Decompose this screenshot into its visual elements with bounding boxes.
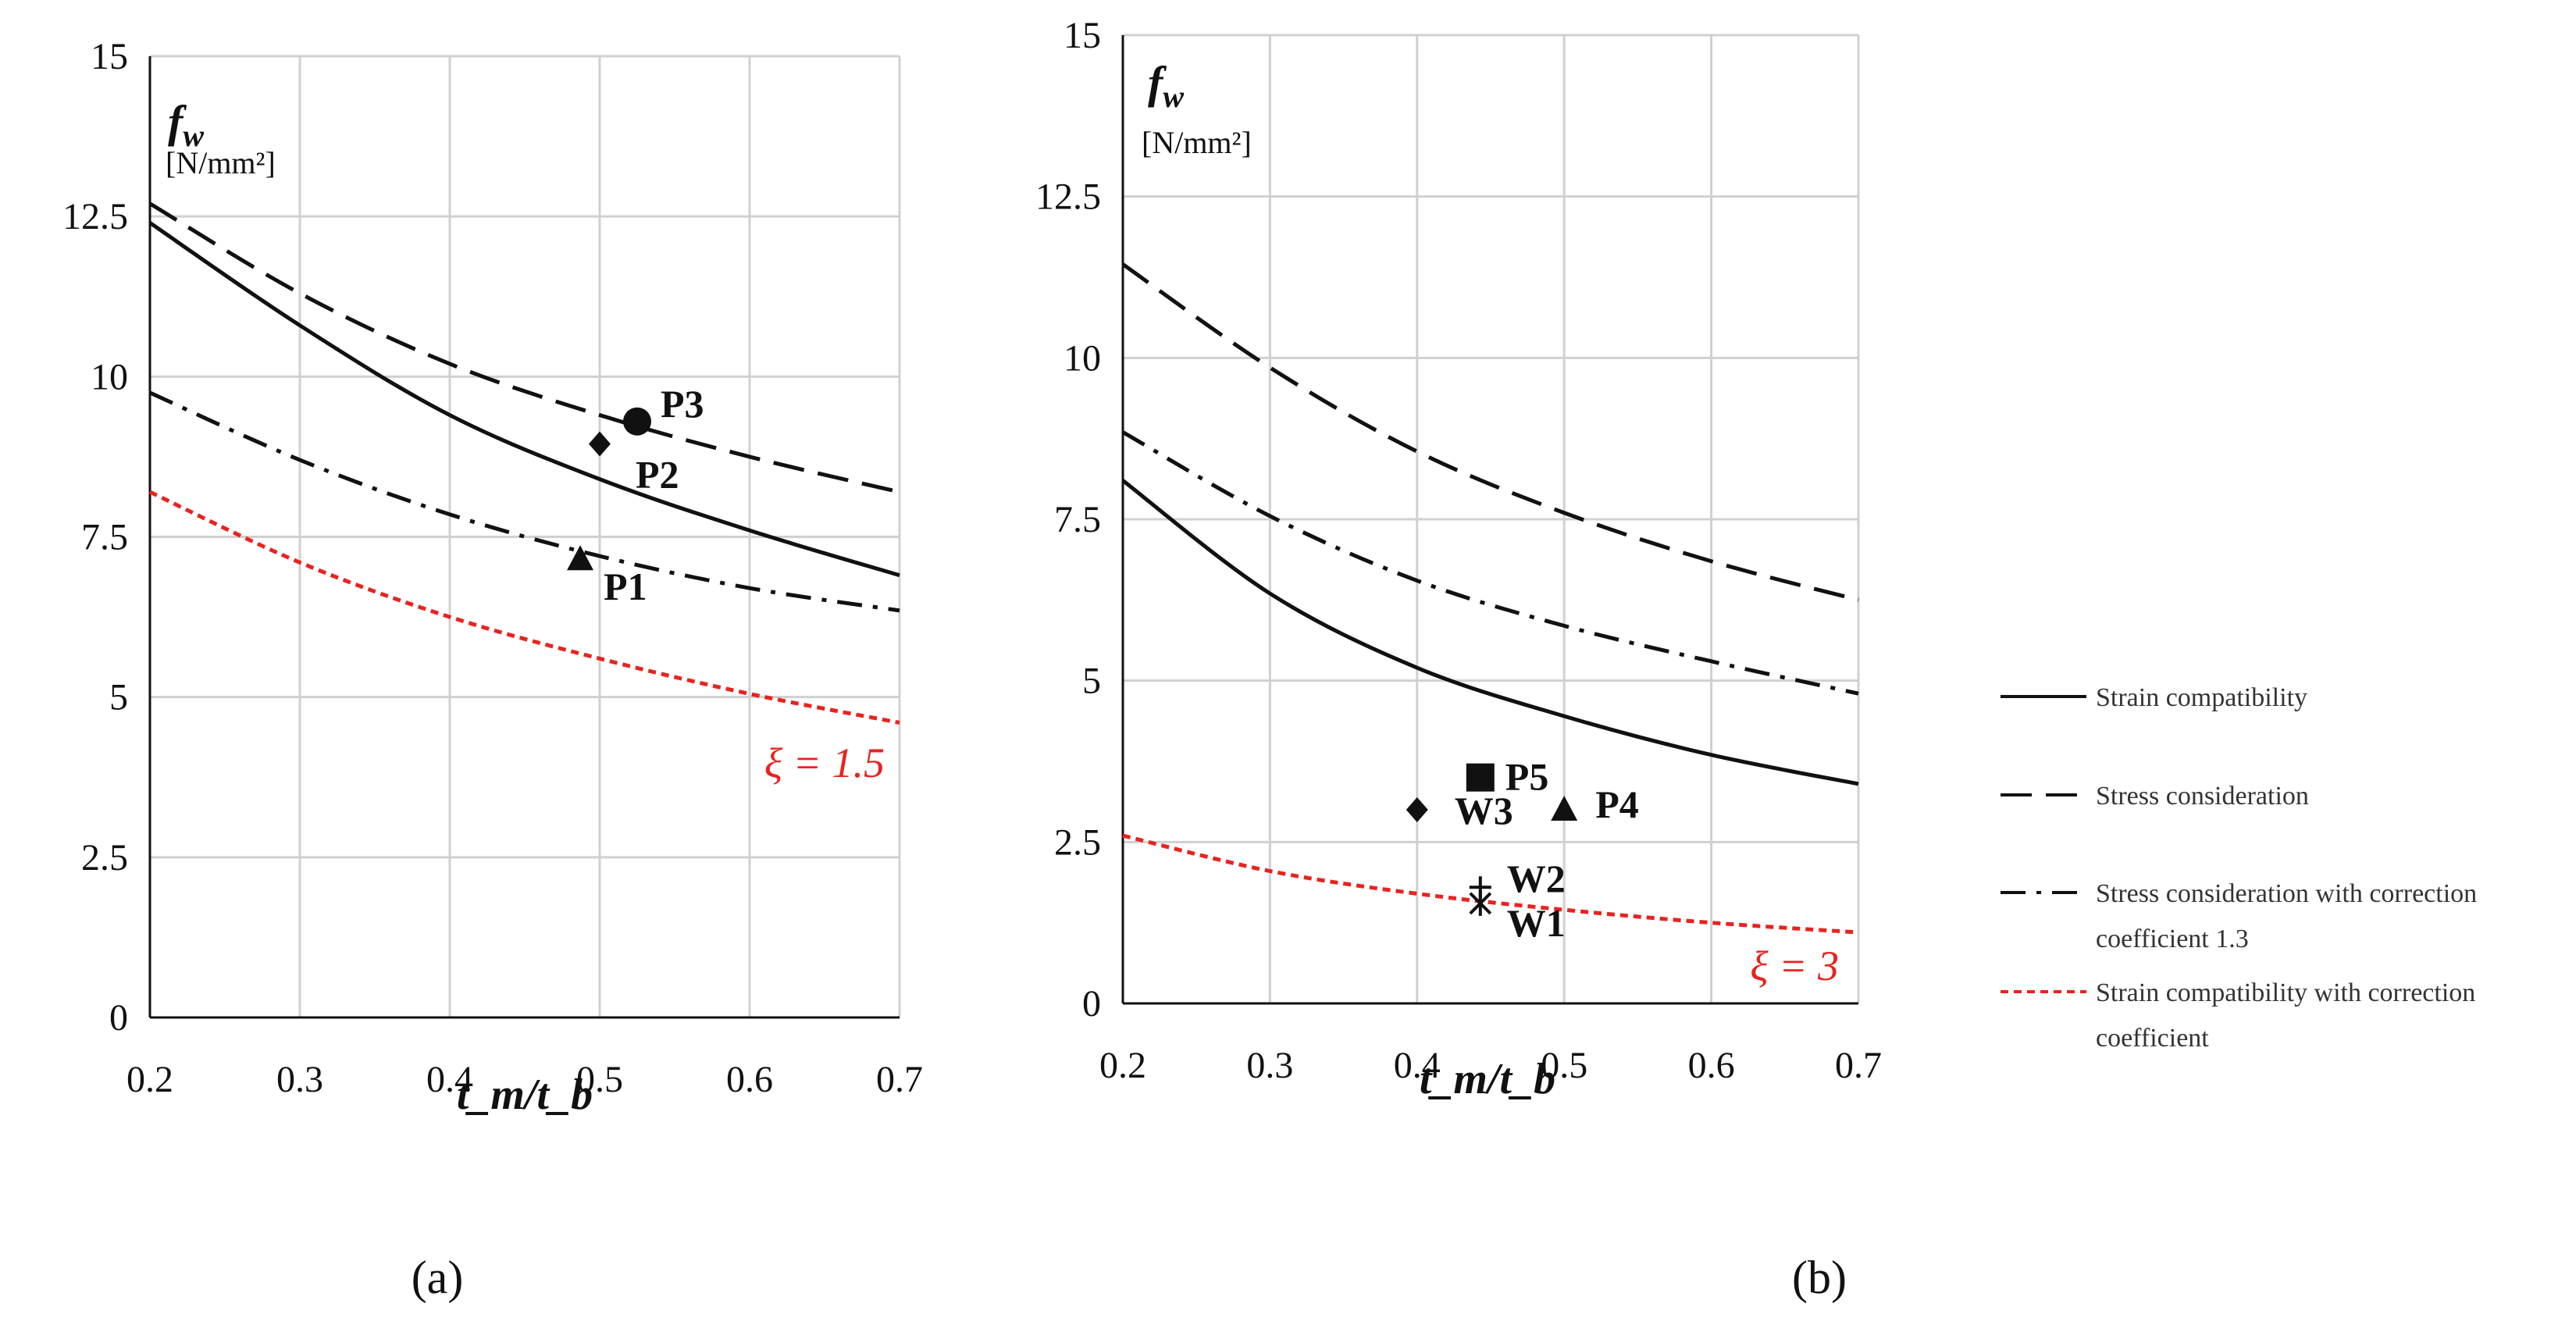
x-tick-label: 0.3 <box>1246 1045 1293 1086</box>
point-w2-label: W2 <box>1507 857 1566 900</box>
x-tick-label: 0.2 <box>1099 1045 1146 1086</box>
x-axis-label: t_m/t_b <box>1420 1055 1555 1103</box>
y-tick-label: 10 <box>91 356 128 397</box>
y-tick-label: 12.5 <box>1035 176 1101 218</box>
y-tick-label: 15 <box>91 36 128 77</box>
legend-entry-label: Stress consideration with correction <box>2096 879 2477 908</box>
point-w1-label: W1 <box>1507 901 1566 945</box>
x-tick-label: 0.4 <box>426 1059 473 1100</box>
y-tick-label: 15 <box>1064 15 1101 56</box>
point-p5-label: P5 <box>1505 755 1549 799</box>
y-tick-label: 2.5 <box>1054 821 1101 863</box>
x-tick-label: 0.4 <box>1394 1045 1441 1086</box>
y-tick-label: 2.5 <box>81 837 128 878</box>
legend: Strain compatibility Stress consideration… <box>2001 683 2477 1053</box>
y-tick-label: 10 <box>1064 337 1101 379</box>
y-axis-unit: [N/mm²] <box>1142 125 1252 160</box>
x-tick-label: 0.5 <box>576 1059 623 1100</box>
y-tick-label: 12.5 <box>62 196 128 237</box>
y-tick-label: 5 <box>1082 661 1101 702</box>
legend-entry-label: coefficient 1.3 <box>2096 925 2249 953</box>
x-tick-label: 0.2 <box>126 1059 173 1100</box>
point-w3 <box>1406 797 1428 822</box>
chart-panel-b: 0.2 0.3 0.4 0.5 0.6 0.7 0 2.5 5 7.5 10 12.5 15 P5 P4 W3… <box>1035 15 1882 1303</box>
point-w3-label: W3 <box>1455 789 1513 832</box>
point-p3-label: P3 <box>661 382 704 426</box>
x-tick-label: 0.3 <box>276 1059 323 1100</box>
y-tick-label: 5 <box>109 677 128 718</box>
series-line-solid <box>148 221 900 578</box>
y-tick-label: 7.5 <box>81 517 128 558</box>
point-p2 <box>589 431 611 457</box>
series-line-dashed <box>1121 262 1859 602</box>
series-line-dashed <box>148 201 900 494</box>
series-line-dotted-red <box>1122 833 1859 935</box>
y-tick-label: 7.5 <box>1054 499 1101 540</box>
point-p3 <box>623 407 651 436</box>
point-w1 <box>1469 890 1492 916</box>
point-p4-label: P4 <box>1595 782 1639 826</box>
x-tick-label: 0.6 <box>1688 1045 1735 1086</box>
y-symbol-sub: w <box>183 118 204 153</box>
panel-label: (a) <box>412 1252 464 1303</box>
point-p1 <box>567 545 594 571</box>
panel-label: (b) <box>1792 1252 1847 1303</box>
y-symbol-sub: w <box>1163 79 1184 114</box>
legend-entry-label: Strain compatibility <box>2096 683 2307 712</box>
y-axis-unit: [N/mm²] <box>166 145 276 180</box>
x-tick-label: 0.6 <box>726 1059 773 1100</box>
point-p5 <box>1466 763 1495 792</box>
series-line-dashdot <box>148 390 900 613</box>
legend-entry-label: coefficient <box>2096 1024 2209 1053</box>
x-axis-label: t_m/t_b <box>457 1071 593 1119</box>
legend-entry-label: Stress consideration <box>2096 782 2309 811</box>
series-line-dotted-red <box>148 490 900 725</box>
y-axis-symbol: fw <box>1148 57 1184 114</box>
xi-annotation: ξ = 3 <box>1750 943 1839 989</box>
chart-panel-a: 0.2 0.3 0.4 0.5 0.6 0.7 0 2.5 5 7.5 10 12.5 15 P3 P2 P1… <box>62 36 923 1303</box>
point-p2-label: P2 <box>636 453 679 497</box>
point-p1-label: P1 <box>604 565 647 608</box>
legend-entry-label: Strain compatibility with correction <box>2096 978 2475 1007</box>
xi-annotation: ξ = 1.5 <box>764 739 885 786</box>
x-tick-label: 0.7 <box>876 1059 923 1100</box>
x-tick-label: 0.5 <box>1541 1045 1587 1086</box>
y-tick-label: 0 <box>109 997 128 1039</box>
series-line-solid <box>1121 479 1859 786</box>
x-tick-label: 0.7 <box>1835 1045 1882 1086</box>
y-tick-label: 0 <box>1082 983 1101 1024</box>
point-p4 <box>1551 796 1578 821</box>
series-line-dashdot <box>1121 430 1859 696</box>
